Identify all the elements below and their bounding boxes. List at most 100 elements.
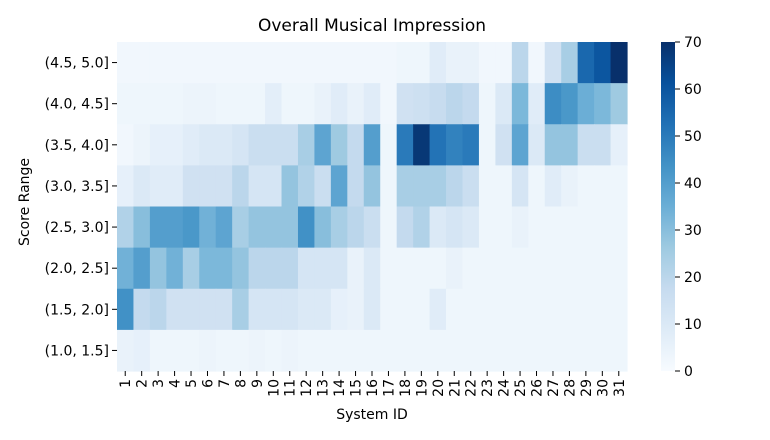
heatmap-cell <box>297 247 316 290</box>
heatmap-cell <box>265 124 283 166</box>
heatmap-cell <box>166 206 184 249</box>
heatmap-cell <box>133 124 151 166</box>
colorbar-tick-label: 50 <box>684 129 702 145</box>
heatmap-cell <box>330 206 348 249</box>
heatmap-cell <box>528 124 546 166</box>
heatmap-cells <box>117 42 628 372</box>
heatmap-cell <box>248 124 266 166</box>
heatmap-cell <box>561 42 579 84</box>
heatmap-cell <box>577 83 595 125</box>
x-tick-label: 21 <box>447 379 463 397</box>
heatmap-cell <box>248 165 266 208</box>
heatmap-cell <box>330 42 348 84</box>
x-tick-label: 5 <box>184 379 200 388</box>
heatmap-cell <box>199 165 217 208</box>
heatmap-cell <box>446 124 464 166</box>
heatmap-cell <box>117 165 135 208</box>
heatmap-cell <box>528 83 546 125</box>
x-tick-label: 20 <box>431 379 447 397</box>
heatmap-cell <box>330 288 348 331</box>
heatmap-cell <box>577 165 595 208</box>
heatmap-cell <box>478 288 496 331</box>
heatmap-cell <box>561 124 579 166</box>
heatmap-cell <box>117 288 135 331</box>
heatmap-cell <box>380 288 398 331</box>
heatmap-cell <box>215 329 233 372</box>
heatmap-cell <box>363 83 381 125</box>
heatmap-cell <box>413 42 431 84</box>
heatmap-cell <box>314 124 332 166</box>
heatmap-cell <box>577 329 595 372</box>
x-tick-label: 28 <box>562 379 578 397</box>
heatmap-cell <box>610 42 628 84</box>
heatmap-cell <box>199 206 217 249</box>
heatmap-cell <box>330 165 348 208</box>
heatmap-cell <box>297 165 316 208</box>
heatmap-cell <box>495 247 513 290</box>
heatmap-cell <box>462 288 480 331</box>
heatmap-cell <box>199 288 217 331</box>
heatmap-cell <box>133 247 151 290</box>
heatmap-cell <box>149 124 167 166</box>
heatmap-cell <box>363 206 381 249</box>
y-tick-label: (3.0, 3.5] <box>45 179 109 195</box>
heatmap-cell <box>610 124 628 166</box>
colorbar-ticks: 0 10 20 30 40 50 60 70 <box>675 35 702 380</box>
heatmap-cell <box>133 329 151 372</box>
heatmap-cell <box>347 247 365 290</box>
x-tick-label: 25 <box>513 379 529 397</box>
heatmap-cell <box>347 83 365 125</box>
heatmap-cell <box>528 247 546 290</box>
heatmap-cell <box>281 206 299 249</box>
heatmap-cell <box>577 206 595 249</box>
heatmap-cell <box>232 288 250 331</box>
heatmap-cell <box>462 247 480 290</box>
heatmap-cell <box>330 83 348 125</box>
x-tick-label: 8 <box>233 379 249 388</box>
heatmap-cell <box>413 165 431 208</box>
heatmap-cell <box>232 165 250 208</box>
heatmap-cell <box>215 247 233 290</box>
heatmap-cell <box>281 288 299 331</box>
heatmap-cell <box>232 206 250 249</box>
heatmap-cell <box>347 124 365 166</box>
heatmap-cell <box>429 42 447 84</box>
x-tick-label: 31 <box>612 379 628 397</box>
heatmap-cell <box>462 124 480 166</box>
heatmap-cell <box>511 206 529 249</box>
heatmap-cell <box>610 329 628 372</box>
heatmap-cell <box>429 288 447 331</box>
heatmap-cell <box>314 288 332 331</box>
heatmap-cell <box>281 247 299 290</box>
y-tick-label: (4.5, 5.0] <box>45 56 109 72</box>
heatmap-cell <box>380 42 398 84</box>
heatmap-cell <box>478 42 496 84</box>
y-tick-label: (2.5, 3.0] <box>45 220 109 236</box>
heatmap-cell <box>528 165 546 208</box>
heatmap-cell <box>511 124 529 166</box>
heatmap-cell <box>149 165 167 208</box>
heatmap-cell <box>248 83 266 125</box>
heatmap-cell <box>182 329 200 372</box>
heatmap-cell <box>429 83 447 125</box>
heatmap-cell <box>265 288 283 331</box>
x-tick-label: 22 <box>464 379 480 397</box>
heatmap-cell <box>199 329 217 372</box>
x-tick-label: 19 <box>414 379 430 397</box>
x-tick-label: 18 <box>398 379 414 397</box>
heatmap-cell <box>544 288 562 331</box>
heatmap-cell <box>396 288 414 331</box>
heatmap-cell <box>594 42 612 84</box>
heatmap-cell <box>413 329 431 372</box>
heatmap-cell <box>363 165 381 208</box>
heatmap-cell <box>297 206 316 249</box>
colorbar-tick-label: 40 <box>684 176 702 192</box>
heatmap-cell <box>446 329 464 372</box>
heatmap-cell <box>347 165 365 208</box>
x-tick-label: 26 <box>530 379 546 397</box>
heatmap-cell <box>347 42 365 84</box>
heatmap-cell <box>380 206 398 249</box>
x-axis-label: System ID <box>336 407 408 423</box>
x-tick-label: 9 <box>250 379 266 388</box>
heatmap-cell <box>413 288 431 331</box>
